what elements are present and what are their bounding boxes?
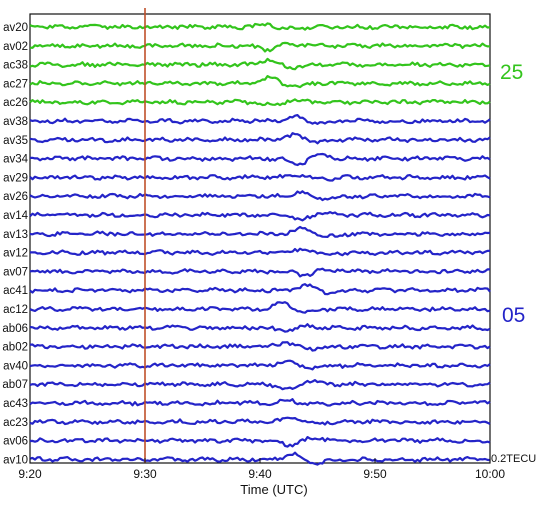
station-label-ac26: ac26 bbox=[3, 97, 28, 109]
trace-av35 bbox=[29, 132, 491, 145]
station-label-ac12: ac12 bbox=[3, 304, 28, 316]
station-label-av14: av14 bbox=[3, 210, 29, 222]
trace-group bbox=[29, 22, 491, 466]
trace-av14 bbox=[29, 211, 491, 222]
x-tick-label: 10:00 bbox=[475, 467, 505, 481]
station-label-ac41: ac41 bbox=[3, 285, 28, 297]
group-label-upper: 25 bbox=[500, 61, 523, 84]
station-label-av13: av13 bbox=[3, 229, 28, 241]
trace-ac43 bbox=[29, 398, 491, 407]
trace-ac26 bbox=[29, 98, 491, 107]
station-label-ab02: ab02 bbox=[2, 342, 28, 354]
station-label-av20: av20 bbox=[3, 22, 28, 34]
trace-ab02 bbox=[29, 341, 491, 352]
station-label-ac38: ac38 bbox=[3, 60, 28, 72]
x-tick-label: 9:20 bbox=[18, 467, 42, 481]
station-label-ab07: ab07 bbox=[2, 379, 28, 391]
scale-label: 0.2TECU bbox=[491, 453, 536, 465]
station-label-av07: av07 bbox=[3, 266, 28, 278]
station-label-av10: av10 bbox=[3, 454, 28, 466]
station-label-ac27: ac27 bbox=[3, 78, 28, 90]
trace-av13 bbox=[29, 225, 491, 238]
x-tick-label: 9:50 bbox=[363, 467, 387, 481]
station-label-ac43: ac43 bbox=[3, 398, 28, 410]
trace-av06 bbox=[29, 436, 491, 448]
trace-av20 bbox=[29, 22, 491, 31]
trace-ac12 bbox=[29, 301, 491, 314]
station-label-av29: av29 bbox=[3, 172, 28, 184]
trace-ac23 bbox=[29, 416, 491, 426]
trace-ab07 bbox=[29, 379, 491, 391]
station-label-av06: av06 bbox=[3, 436, 28, 448]
trace-av40 bbox=[29, 359, 491, 371]
trace-av07 bbox=[29, 267, 490, 278]
trace-av29 bbox=[29, 173, 491, 182]
station-label-av12: av12 bbox=[3, 248, 28, 260]
x-axis-title: Time (UTC) bbox=[240, 482, 307, 497]
trace-av34 bbox=[29, 152, 491, 167]
station-label-av26: av26 bbox=[3, 191, 28, 203]
station-label-av40: av40 bbox=[3, 360, 28, 372]
station-label-av35: av35 bbox=[3, 135, 28, 147]
trace-av38 bbox=[29, 113, 491, 126]
trace-ab06 bbox=[29, 323, 491, 333]
group-label-lower: 05 bbox=[502, 304, 525, 327]
station-label-ab06: ab06 bbox=[2, 323, 28, 335]
trace-ac41 bbox=[29, 283, 491, 296]
station-label-ac23: ac23 bbox=[3, 417, 28, 429]
trace-ac38 bbox=[29, 57, 491, 71]
x-tick-label: 9:40 bbox=[248, 467, 272, 481]
station-label-av34: av34 bbox=[3, 154, 29, 166]
trace-av26 bbox=[29, 190, 491, 202]
station-label-av02: av02 bbox=[3, 41, 28, 53]
station-label-av38: av38 bbox=[3, 116, 28, 128]
x-tick-label: 9:30 bbox=[133, 467, 157, 481]
trace-ac27 bbox=[29, 74, 491, 89]
station-label-group: av20 av02 ac38 ac27 ac26 av38 av35 av34 av29 av26… bbox=[2, 22, 28, 466]
x-axis-ticks: 9:20 9:30 9:40 9:50 10:00 bbox=[18, 458, 505, 481]
trace-av02 bbox=[29, 41, 491, 53]
trace-av12 bbox=[30, 247, 491, 257]
